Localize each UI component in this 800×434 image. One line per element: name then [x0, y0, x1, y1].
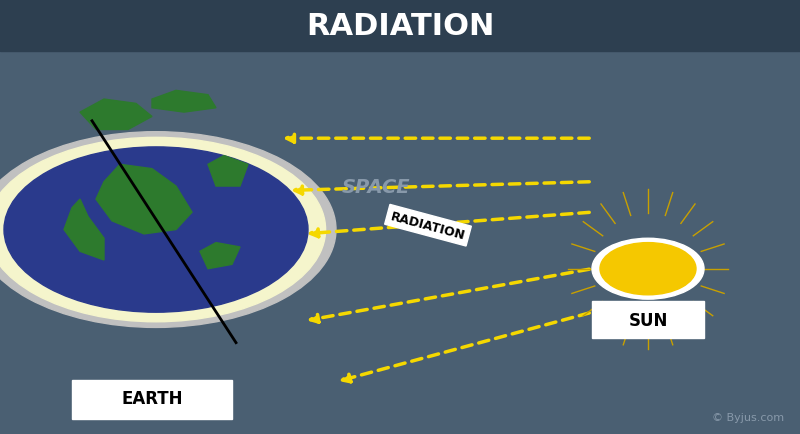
- Text: SPACE: SPACE: [342, 177, 410, 196]
- Polygon shape: [80, 100, 152, 130]
- Text: © Byjus.com: © Byjus.com: [712, 412, 784, 421]
- Polygon shape: [152, 91, 216, 113]
- Circle shape: [4, 148, 308, 312]
- Polygon shape: [96, 165, 192, 234]
- Bar: [0, 0, 800, 52]
- Circle shape: [0, 138, 326, 322]
- Circle shape: [600, 243, 696, 295]
- Polygon shape: [200, 243, 240, 269]
- Circle shape: [592, 239, 704, 299]
- Text: RADIATION: RADIATION: [306, 12, 494, 40]
- Text: RADIATION: RADIATION: [390, 210, 466, 242]
- Circle shape: [0, 132, 336, 328]
- Text: SUN: SUN: [628, 311, 668, 329]
- FancyBboxPatch shape: [72, 380, 232, 419]
- Text: EARTH: EARTH: [122, 389, 182, 408]
- FancyBboxPatch shape: [592, 302, 704, 339]
- Polygon shape: [64, 200, 104, 260]
- Polygon shape: [208, 156, 248, 187]
